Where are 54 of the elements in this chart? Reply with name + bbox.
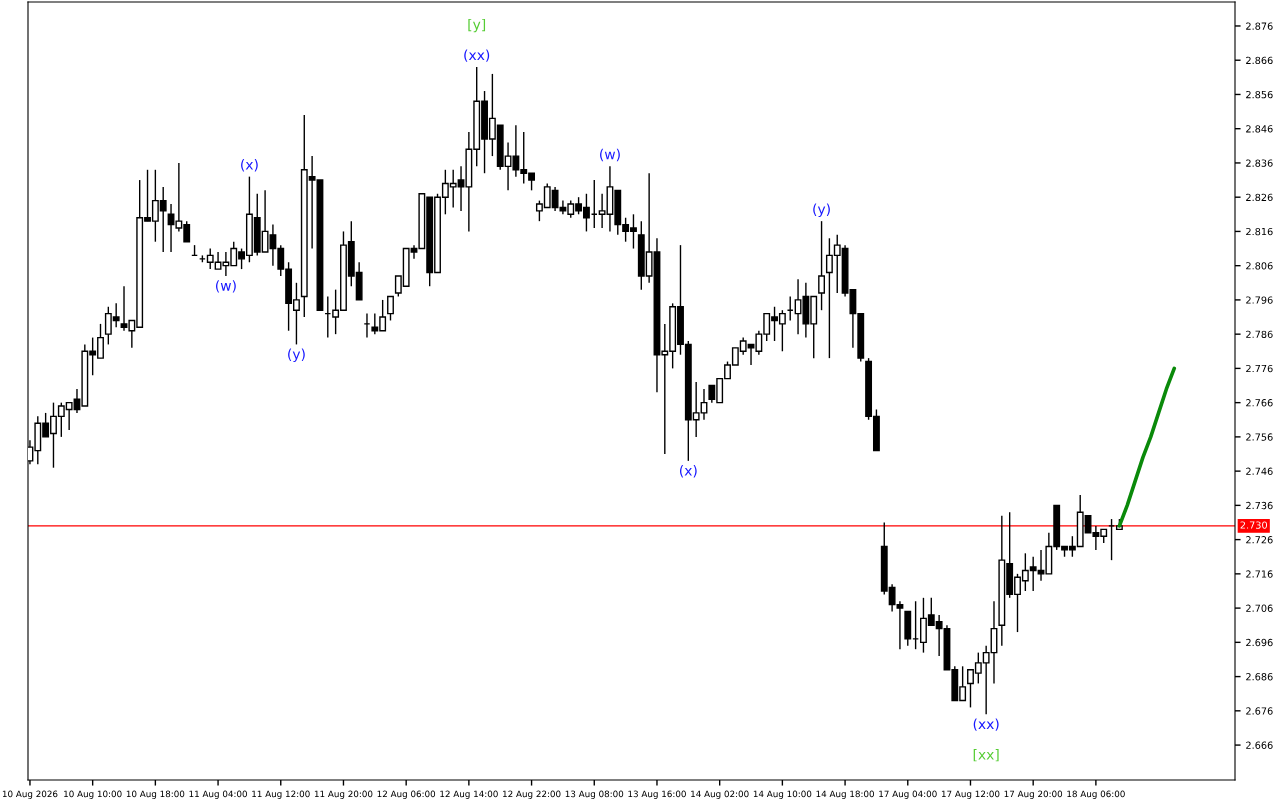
annotation: (w) — [216, 280, 236, 293]
annotation: (xx) — [973, 718, 999, 731]
x-tick-label: 11 Aug 12:00 — [252, 790, 310, 799]
y-tick-label: 2.746 — [1246, 467, 1273, 475]
x-tick-label: 10 Aug 10:00 — [64, 790, 122, 799]
y-tick-label: 2.816 — [1246, 227, 1273, 236]
y-tick-label: 2.776 — [1246, 364, 1273, 373]
y-tick-label: 2.706 — [1246, 604, 1273, 612]
y-tick-label: 2.766 — [1246, 399, 1273, 407]
annotation: [y] — [468, 18, 486, 33]
y-tick-label: 2.756 — [1246, 433, 1273, 441]
y-tick-label: 2.726 — [1246, 536, 1273, 544]
x-tick-label: 12 Aug 22:00 — [503, 790, 561, 799]
annotation: [xx] — [973, 748, 999, 762]
y-tick-label: 2.876 — [1246, 22, 1273, 30]
x-tick-label: 10 Aug 18:00 — [126, 790, 185, 799]
x-tick-label: 17 Aug 20:00 — [1004, 790, 1063, 799]
x-tick-label: 10 Aug 2026 — [2, 790, 58, 799]
x-tick-label: 11 Aug 04:00 — [189, 790, 247, 799]
ref-line-label: 2.730 — [1240, 521, 1268, 529]
y-tick-label: 2.736 — [1246, 501, 1273, 510]
x-tick-label: 18 Aug 06:00 — [1067, 790, 1125, 799]
annotation: (y) — [288, 348, 305, 363]
y-tick-label: 2.856 — [1246, 90, 1273, 99]
candlestick — [387, 295, 394, 322]
y-tick-label: 2.716 — [1246, 570, 1273, 578]
y-tick-label: 2.806 — [1246, 262, 1273, 270]
x-tick-label: 14 Aug 10:00 — [753, 790, 812, 799]
x-tick-label: 14 Aug 02:00 — [691, 790, 749, 799]
y-tick-label: 2.686 — [1246, 673, 1273, 681]
x-tick-label: 17 Aug 04:00 — [879, 790, 937, 799]
y-tick-label: 2.866 — [1246, 56, 1273, 65]
x-tick-label: 12 Aug 14:00 — [440, 790, 498, 799]
annotation: (w) — [600, 148, 620, 162]
y-tick-label: 2.786 — [1246, 330, 1273, 338]
annotation: (xx) — [464, 49, 490, 62]
x-tick-label: 13 Aug 08:00 — [565, 790, 624, 799]
y-tick-label: 2.676 — [1246, 707, 1273, 715]
annotation: (x) — [241, 159, 258, 172]
candlestick — [818, 220, 826, 311]
x-tick-label: 11 Aug 20:00 — [314, 790, 373, 799]
line-series — [1117, 366, 1177, 528]
y-tick-label: 2.796 — [1246, 296, 1273, 304]
x-tick-label: 13 Aug 16:00 — [628, 790, 686, 799]
y-tick-label: 2.846 — [1246, 125, 1273, 133]
x-tick-label: 17 Aug 12:00 — [941, 790, 1000, 799]
annotation: (y) — [813, 203, 830, 217]
y-tick-label: 2.696 — [1246, 638, 1273, 647]
y-tick-label: 2.836 — [1246, 159, 1273, 167]
x-tick-label: 14 Aug 18:00 — [816, 790, 874, 799]
x-tick-label: 12 Aug 06:00 — [377, 790, 436, 799]
y-tick-label: 2.826 — [1246, 193, 1273, 202]
annotation: (x) — [679, 465, 697, 478]
y-tick-label: 2.666 — [1246, 741, 1273, 749]
